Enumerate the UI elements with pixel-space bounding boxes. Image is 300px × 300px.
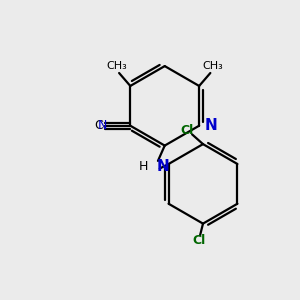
Text: Cl: Cl [180,124,194,137]
Text: H: H [139,160,148,173]
Text: N: N [205,118,218,133]
Text: C: C [94,118,103,132]
Text: N: N [157,159,169,174]
Text: N: N [97,119,107,132]
Text: Cl: Cl [192,234,205,247]
Text: CH₃: CH₃ [202,61,223,70]
Text: CH₃: CH₃ [107,61,128,70]
